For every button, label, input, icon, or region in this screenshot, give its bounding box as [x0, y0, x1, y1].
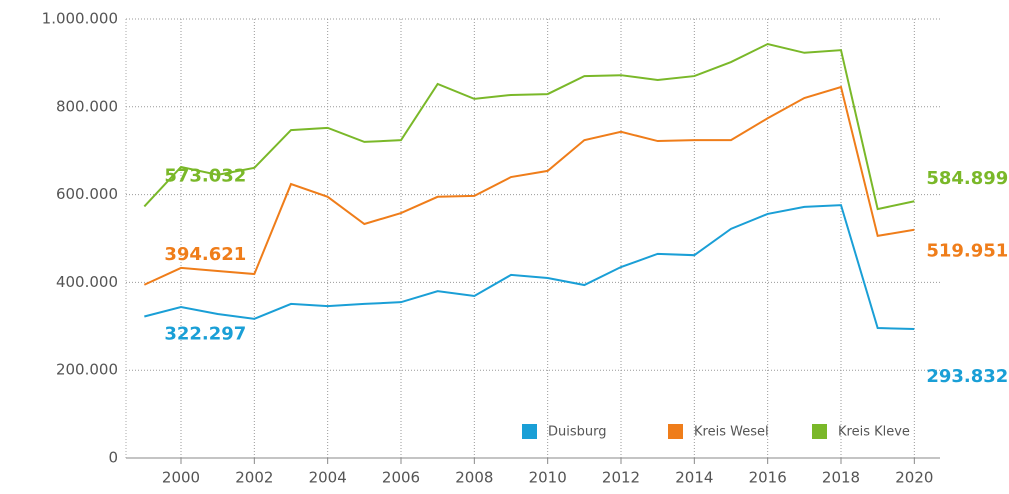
legend-label: Kreis Wesel [694, 425, 769, 440]
x-tick-label: 2000 [162, 469, 200, 487]
series-line [144, 204, 915, 331]
x-tick-label: 2020 [895, 469, 933, 487]
legend-swatch [812, 424, 827, 439]
value-label: 519.951 [926, 241, 1008, 262]
value-label: 584.899 [926, 168, 1008, 189]
x-tick-label: 2016 [749, 469, 787, 487]
legend-swatch [668, 424, 683, 439]
y-tick-label: 1.000.000 [42, 10, 118, 28]
y-tick-label: 200.000 [56, 361, 118, 379]
value-label: 322.297 [164, 324, 246, 345]
x-tick-label: 2002 [235, 469, 273, 487]
y-tick-label: 800.000 [56, 97, 118, 115]
series-line [143, 85, 915, 286]
x-tick-label: 2006 [382, 469, 420, 487]
legend-label: Kreis Kleve [838, 425, 910, 440]
y-tick-label: 400.000 [56, 273, 118, 291]
x-tick-label: 2010 [529, 469, 567, 487]
x-tick-label: 2012 [602, 469, 640, 487]
x-tick-label: 2018 [822, 469, 860, 487]
legend-swatch [522, 424, 537, 439]
series-line [143, 42, 915, 211]
x-tick-label: 2004 [309, 469, 347, 487]
legend-label: Duisburg [548, 425, 607, 440]
value-label: 573.032 [164, 165, 246, 186]
x-tick-label: 2008 [455, 469, 493, 487]
y-tick-label: 0 [108, 449, 118, 467]
x-tick-label: 2014 [675, 469, 713, 487]
value-label: 394.621 [164, 244, 246, 265]
y-tick-label: 600.000 [56, 185, 118, 203]
value-label: 293.832 [926, 366, 1008, 387]
